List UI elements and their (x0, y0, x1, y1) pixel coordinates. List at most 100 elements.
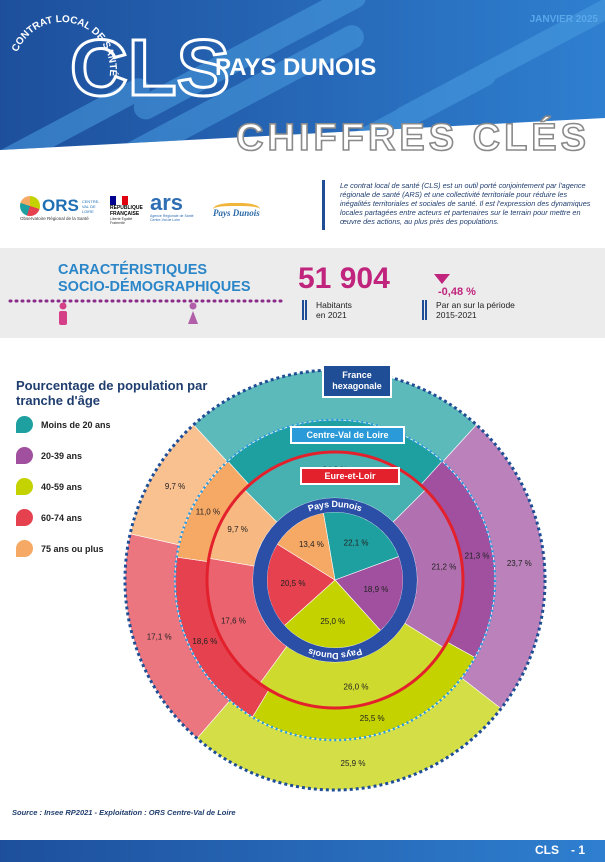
wedge (323, 511, 400, 581)
ors-text: ORS (42, 196, 79, 215)
value-label: 23,7 % (507, 559, 532, 568)
wedge (243, 451, 427, 523)
ring-outline (173, 418, 497, 742)
intro-rule (322, 180, 325, 230)
footer-page: - 1 (571, 843, 586, 857)
wedge (193, 369, 477, 463)
legend-label: 40-59 ans (41, 481, 83, 492)
footer (0, 840, 605, 862)
section-title-1: CARACTÉRISTIQUES (58, 262, 208, 278)
pop-label: Habitants en 2021 (305, 300, 352, 320)
ring-name: Centre-Val de Loire (290, 426, 405, 444)
value-label: 23,3 % (323, 431, 348, 440)
section-band (0, 248, 605, 338)
value-label: 11,0 % (196, 507, 220, 516)
source: Source : Insee RP2021 - Exploitation : O… (12, 808, 236, 817)
legend-swatch (16, 447, 33, 464)
value-label: 25,0 % (320, 617, 345, 626)
wedge (206, 557, 288, 684)
value-label: 23,5 % (323, 390, 348, 399)
value-label: 24,9 % (323, 466, 348, 475)
down-arrow (434, 274, 450, 284)
ring-outline (253, 498, 417, 662)
wedge (276, 512, 336, 581)
legend-item: 20-39 ans (16, 447, 82, 464)
wedge (334, 556, 404, 631)
change-label: Par an sur la période 2015-2021 (425, 300, 515, 320)
wedge (227, 419, 443, 486)
value-label: 17,6 % (221, 616, 246, 625)
ars-logo: ars Agence Régionale de Santé Centre-Val… (150, 190, 195, 223)
acronym: CLS (70, 23, 230, 112)
ors-name: Observatoire Régional de la Santé (20, 216, 89, 221)
value-label: 17,1 % (147, 633, 172, 642)
pop-label-2: en 2021 (316, 310, 347, 320)
value-label: 18,6 % (192, 637, 217, 646)
ring-badge: Eure-et-Loir (300, 467, 400, 485)
legend-item: 40-59 ans (16, 478, 82, 495)
value-label: 25,5 % (360, 714, 385, 723)
wedge (174, 556, 270, 718)
wedge (208, 489, 278, 567)
date: JANVIER 2025 (530, 14, 599, 25)
ring-name-path: Pays Dunois (307, 646, 363, 661)
legend-swatch (16, 509, 33, 526)
wedge (252, 641, 476, 741)
legend-item: 75 ans ou plus (16, 540, 104, 557)
pays-logo: Pays Dunois (213, 203, 260, 218)
footer-text: CLS - 1 (535, 843, 585, 857)
wedge (266, 543, 336, 626)
value-label: 26,0 % (344, 683, 369, 692)
pop-rule: Habitants en 2021 (302, 300, 352, 320)
value-label: 21,2 % (431, 563, 456, 572)
legend-item: 60-74 ans (16, 509, 82, 526)
section-title-2: SOCIO-DÉMOGRAPHIQUES (58, 279, 251, 295)
chart-title: Pourcentage de population par tranche d'… (16, 378, 208, 408)
legend-label: Moins de 20 ans (41, 419, 111, 430)
ring-name: Pays Dunois (307, 499, 363, 514)
wedge (420, 460, 496, 658)
ring-outline (205, 450, 465, 710)
legend-swatch (16, 540, 33, 557)
value-label: 13,4 % (299, 540, 324, 549)
change-label-2: 2015-2021 (436, 310, 477, 320)
value-label: 20,5 % (281, 579, 306, 588)
wedge (196, 677, 502, 791)
pop-label-1: Habitants (316, 300, 352, 310)
rf-text: RÉPUBLIQUE FRANÇAISE (110, 205, 143, 217)
legend-swatch (16, 478, 33, 495)
wedge (129, 424, 228, 546)
section-decor (8, 299, 287, 325)
population: 51 904 (298, 262, 390, 295)
rf-flag (110, 196, 128, 205)
ring-badge: Centre-Val de Loire (290, 426, 405, 444)
legend-label: 20-39 ans (41, 450, 83, 461)
rf-logo: RÉPUBLIQUE FRANÇAISE Liberté Égalité Fra… (110, 196, 148, 225)
wedge (284, 579, 381, 649)
change-label-1: Par an sur la période (436, 300, 515, 310)
wedge (176, 460, 250, 563)
value-label: 9,7 % (165, 482, 185, 491)
legend-label: 60-74 ans (41, 512, 83, 523)
change: -0,48 % (438, 286, 476, 298)
wedge (442, 424, 546, 709)
intro: Le contrat local de santé (CLS) est un o… (340, 181, 591, 226)
change-rule: Par an sur la période 2015-2021 (422, 300, 515, 320)
footer-acronym: CLS (535, 843, 559, 857)
ring-name: Pays Dunois (307, 646, 363, 661)
header-graphic: CONTRAT LOCAL DE SANTÉ CLS PAYS DUNOIS J… (0, 0, 605, 160)
ors-region: CENTRE-VAL DE LOIRE (81, 198, 100, 214)
ring-name: Eure-et-Loir (300, 467, 400, 485)
wedge (124, 533, 231, 739)
ring-outline (123, 368, 547, 792)
ars-text: ars (150, 190, 184, 215)
rf-devise: Liberté Égalité Fraternité (110, 217, 133, 225)
legend-label: 75 ans ou plus (41, 543, 104, 554)
page-title: CHIFFRES CLÉS (236, 115, 590, 159)
wedge (392, 489, 464, 648)
legend-swatch (16, 416, 33, 433)
ars-name: Agence Régionale de Santé Centre-Val de … (150, 214, 194, 222)
wedge (259, 622, 445, 709)
ring-name-path: Pays Dunois (307, 499, 363, 514)
